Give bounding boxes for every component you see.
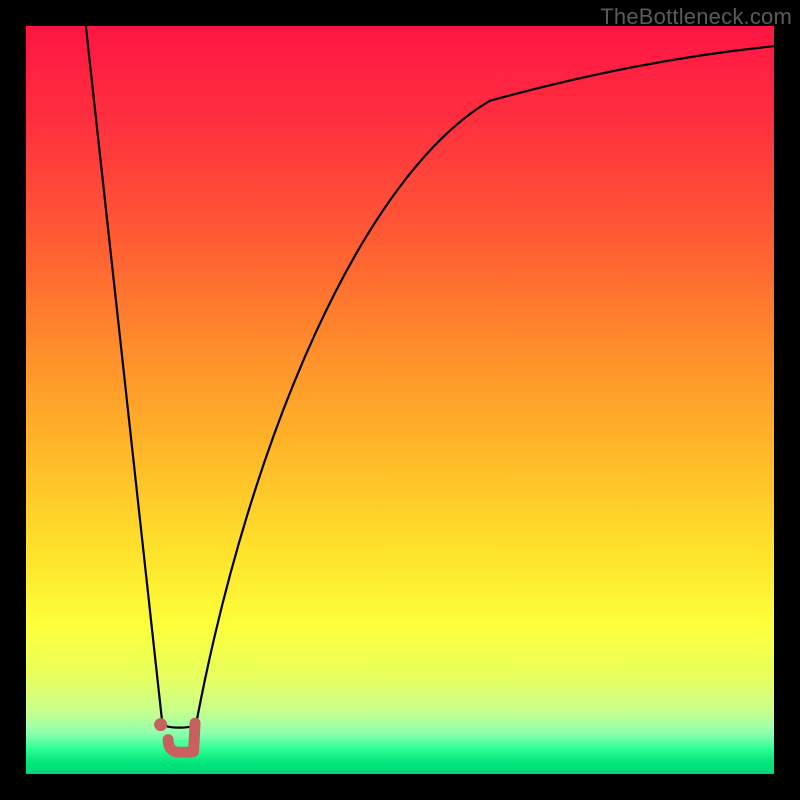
gradient-background: [26, 26, 774, 774]
chart-canvas: [0, 0, 800, 800]
bottleneck-curve-chart: [0, 0, 800, 800]
chart-stage: TheBottleneck.com: [0, 0, 800, 800]
watermark-text: TheBottleneck.com: [600, 4, 792, 30]
